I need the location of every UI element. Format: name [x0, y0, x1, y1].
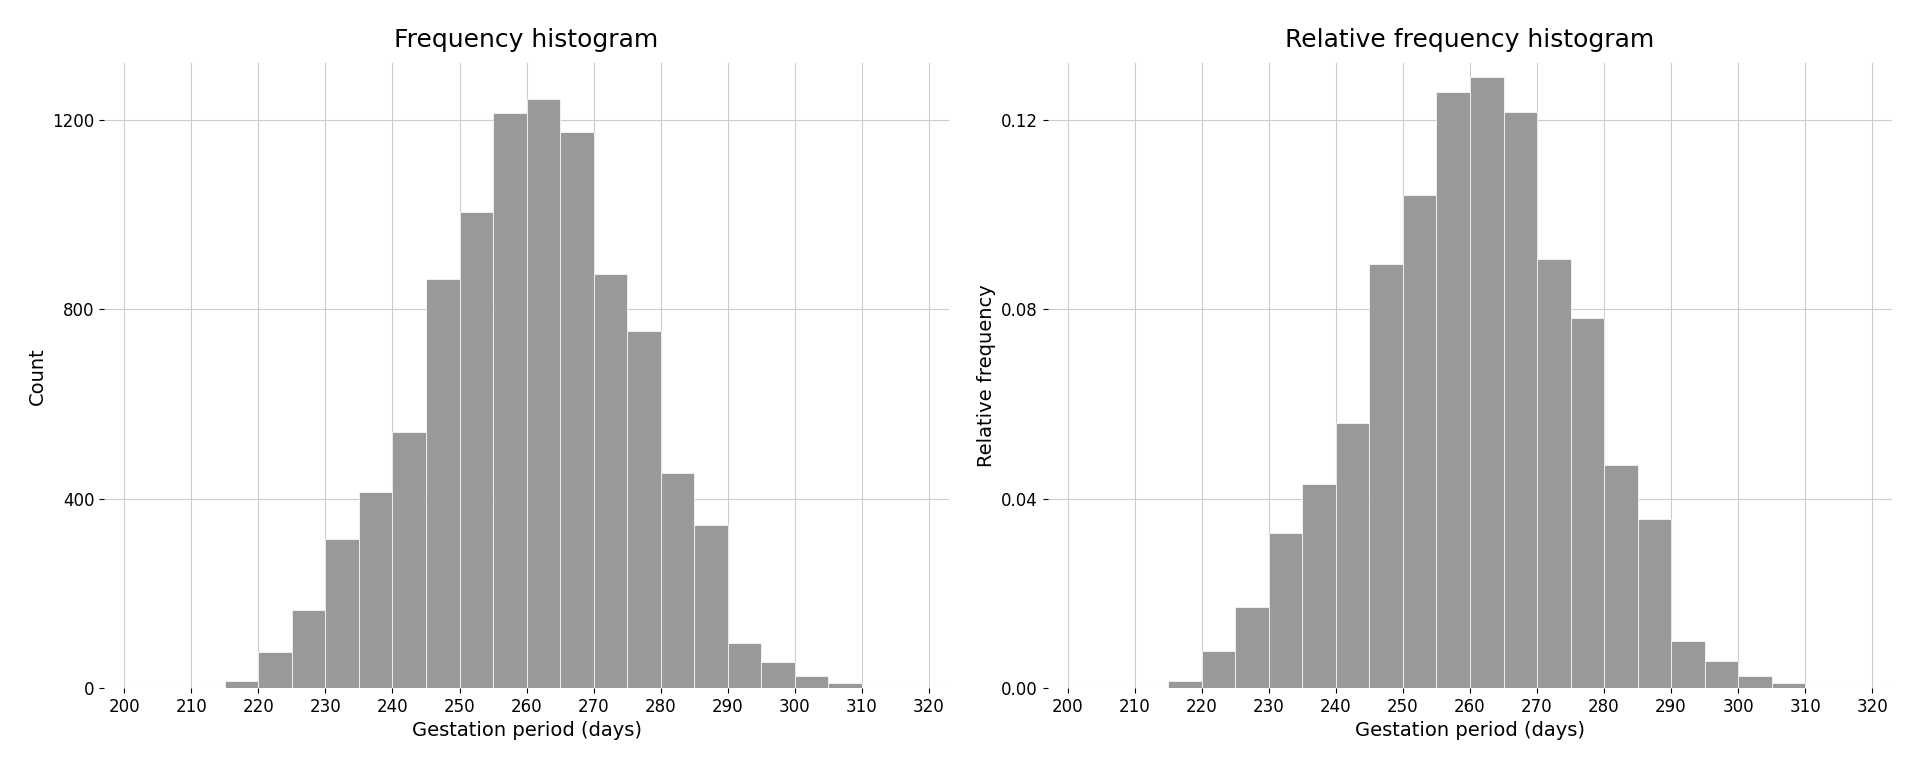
- X-axis label: Gestation period (days): Gestation period (days): [1356, 721, 1586, 740]
- Bar: [561, 132, 593, 688]
- Y-axis label: Count: Count: [27, 347, 46, 405]
- Bar: [693, 525, 728, 688]
- Title: Frequency histogram: Frequency histogram: [394, 28, 659, 51]
- Bar: [1603, 465, 1638, 688]
- Bar: [426, 279, 459, 688]
- Bar: [392, 432, 426, 688]
- Bar: [760, 662, 795, 688]
- Bar: [1336, 423, 1369, 688]
- Bar: [225, 681, 259, 688]
- Bar: [1235, 607, 1269, 688]
- X-axis label: Gestation period (days): Gestation period (days): [411, 721, 641, 740]
- Bar: [1269, 534, 1302, 688]
- Bar: [1638, 518, 1670, 688]
- Bar: [1404, 195, 1436, 688]
- Bar: [1302, 485, 1336, 688]
- Bar: [660, 472, 693, 688]
- Bar: [1169, 680, 1202, 688]
- Bar: [828, 684, 862, 688]
- Bar: [1705, 661, 1738, 688]
- Bar: [1738, 676, 1772, 688]
- Bar: [1369, 263, 1404, 688]
- Bar: [359, 492, 392, 688]
- Bar: [628, 331, 660, 688]
- Bar: [292, 610, 326, 688]
- Bar: [1503, 111, 1538, 688]
- Y-axis label: Relative frequency: Relative frequency: [977, 284, 995, 467]
- Bar: [1772, 683, 1805, 688]
- Bar: [526, 99, 561, 688]
- Bar: [459, 213, 493, 688]
- Bar: [1538, 259, 1571, 688]
- Bar: [1571, 318, 1603, 688]
- Bar: [493, 113, 526, 688]
- Bar: [1202, 651, 1235, 688]
- Bar: [1670, 641, 1705, 688]
- Bar: [326, 539, 359, 688]
- Title: Relative frequency histogram: Relative frequency histogram: [1284, 28, 1655, 51]
- Bar: [728, 643, 760, 688]
- Bar: [259, 653, 292, 688]
- Bar: [593, 274, 628, 688]
- Bar: [795, 676, 828, 688]
- Bar: [1471, 78, 1503, 688]
- Bar: [1436, 92, 1471, 688]
